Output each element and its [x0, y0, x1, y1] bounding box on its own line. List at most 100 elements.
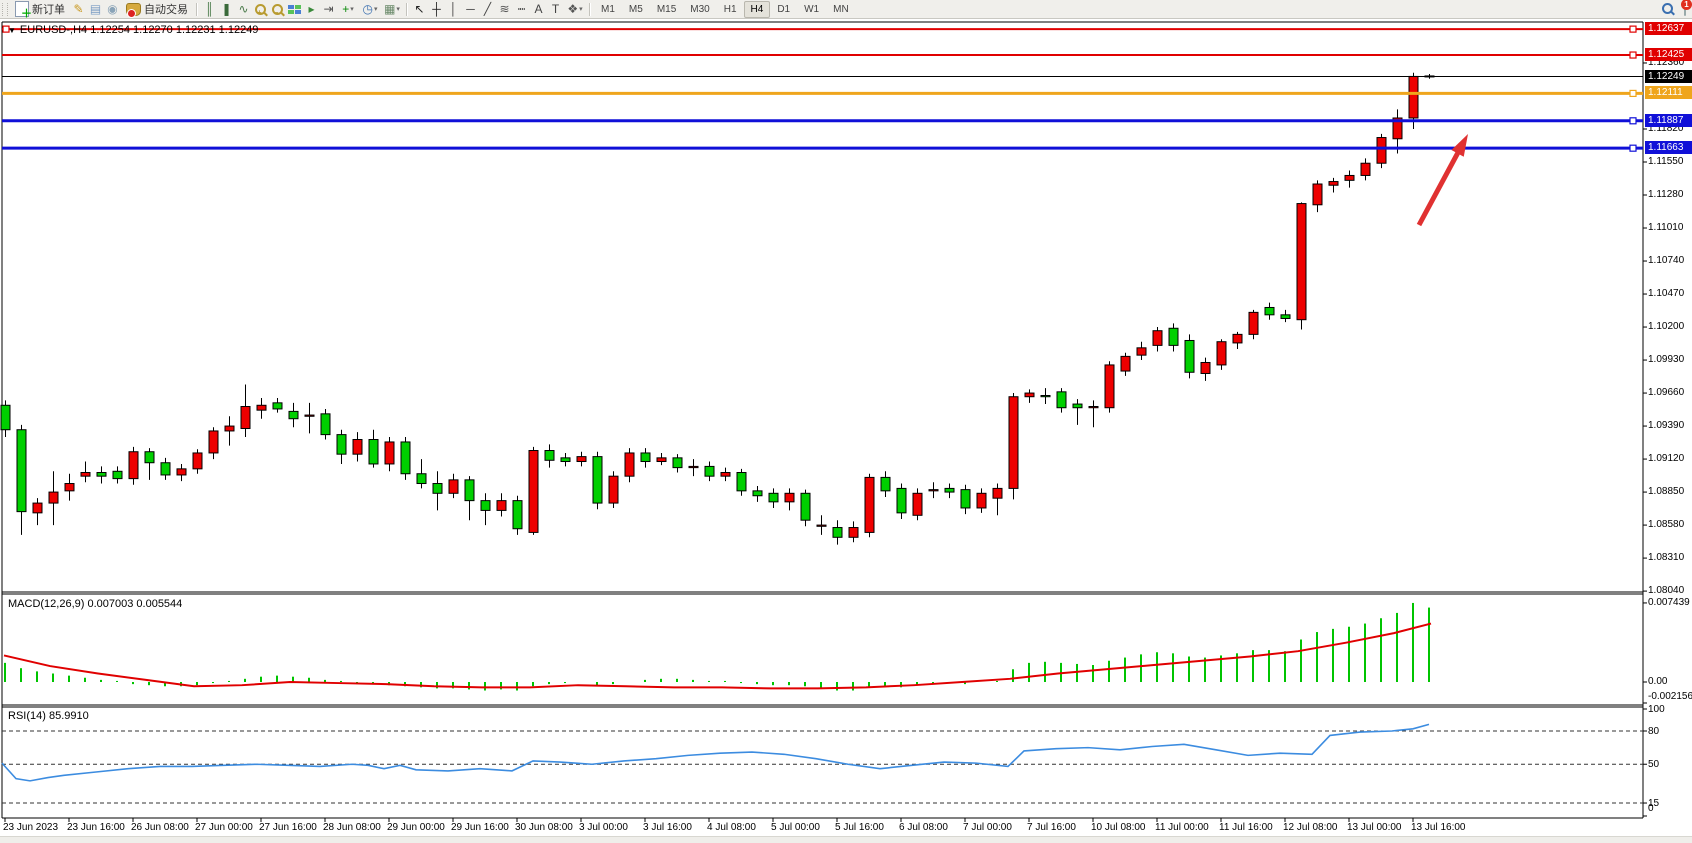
tile-windows-icon[interactable]: [286, 2, 303, 17]
periods-icon[interactable]: ◷ ▾: [362, 1, 378, 16]
candle-body: [752, 490, 763, 497]
zoom-out-icon[interactable]: –: [269, 2, 286, 17]
chart-canvas: [0, 21, 1647, 822]
timeframe-button-mn[interactable]: MN: [833, 3, 849, 15]
price-tick-label: 1.09390: [1648, 420, 1685, 432]
timeframe-toolbar: M1 M5 M15 M30 H1 H4 D1 W1 MN: [594, 0, 856, 18]
indicators-icon[interactable]: + ▾: [342, 1, 354, 16]
market-watch-icon[interactable]: ▤: [89, 1, 102, 16]
candle-body: [1280, 314, 1291, 319]
candle-body: [1408, 75, 1419, 119]
timeframe-button-h1[interactable]: H1: [723, 3, 737, 15]
periods-icon-caret[interactable]: ▾: [373, 5, 378, 13]
new-order-button[interactable]: ＋ 新订单: [10, 1, 70, 20]
zoom-in-icon[interactable]: +: [252, 2, 269, 17]
orange-line-marker[interactable]: [1629, 89, 1637, 98]
date-label: 28 Jun 08:00: [323, 822, 381, 833]
toolbar-separator: [589, 2, 591, 16]
candle-body: [1072, 403, 1083, 409]
chat-icon[interactable]: 1: [1681, 0, 1692, 16]
chart-shift-icon[interactable]: ⇥: [323, 1, 334, 16]
text-icon[interactable]: A: [534, 1, 543, 16]
candle-body: [352, 439, 363, 455]
candle-body: [1200, 361, 1211, 374]
arrows-icon[interactable]: ❖ ▾: [567, 1, 583, 16]
date-label: 27 Jun 00:00: [195, 822, 253, 833]
candle-body: [1104, 364, 1115, 409]
timeframe-button-m5[interactable]: M5: [628, 3, 643, 15]
resistance-line-1-marker[interactable]: [1629, 25, 1637, 33]
auto-scroll-icon[interactable]: ▸: [308, 1, 315, 16]
candle-body: [1264, 306, 1275, 316]
support-line-2-marker[interactable]: [1629, 144, 1637, 152]
arrow-shaft[interactable]: [1416, 146, 1463, 227]
rsi-indicator-label: RSI(14) 85.9910: [8, 710, 89, 722]
fibonacci-icon[interactable]: ≋: [499, 1, 510, 16]
candle-body: [976, 492, 987, 509]
timeframe-button-m30[interactable]: M30: [690, 3, 710, 15]
arrow-head[interactable]: [1451, 134, 1468, 157]
templates-icon-caret[interactable]: ▾: [396, 5, 400, 13]
date-label: 26 Jun 08:00: [131, 822, 189, 833]
candle-body: [800, 492, 811, 521]
candle-body: [784, 492, 795, 503]
resistance-line-2-marker[interactable]: [1629, 51, 1637, 59]
trend-arrow[interactable]: [1416, 134, 1468, 227]
candle-body: [544, 450, 555, 461]
price-tick-label: 1.10200: [1648, 321, 1685, 333]
auto-trading-button[interactable]: 自动交易: [121, 1, 193, 18]
date-label: 7 Jul 16:00: [1027, 822, 1076, 833]
chart-area[interactable]: ▼ EURUSD-,H4 1.12254 1.12270 1.12231 1.12…: [0, 18, 1692, 843]
support-line-1-price-badge: 1.11887: [1645, 113, 1692, 127]
candle-body: [896, 487, 907, 514]
candle-body: [1120, 355, 1131, 372]
horizontal-line-icon[interactable]: ─: [466, 1, 475, 16]
support-line-1-marker[interactable]: [1629, 117, 1637, 125]
quote-direction-icon: ▼: [8, 26, 16, 35]
candle-body: [224, 425, 235, 432]
candle-body: [64, 483, 75, 492]
trendline-icon[interactable]: ╱: [483, 1, 492, 16]
price-tick-label: 1.08310: [1648, 552, 1685, 564]
arrows-icon-caret[interactable]: ▾: [579, 5, 583, 13]
rsi-tick-label: 0: [1648, 803, 1654, 814]
date-label: 3 Jul 16:00: [643, 822, 692, 833]
candle-body: [1024, 392, 1035, 398]
candle-body: [1136, 347, 1147, 356]
candle-body: [1344, 174, 1355, 181]
indicators-icon-caret[interactable]: ▾: [350, 5, 354, 13]
timeframe-button-w1[interactable]: W1: [804, 3, 820, 15]
channel-icon[interactable]: ┉: [517, 1, 526, 16]
candle-body: [272, 402, 283, 410]
price-tick-label: 1.11820: [1648, 122, 1684, 134]
macd-indicator-label: MACD(12,26,9) 0.007003 0.005544: [8, 598, 183, 610]
timeframe-button-h4[interactable]: H4: [743, 0, 771, 18]
styles-brush-icon[interactable]: ✎: [73, 1, 84, 16]
search-icon[interactable]: [1659, 1, 1676, 16]
price-tick-label: 1.08040: [1648, 585, 1685, 597]
resistance-line-1-marker[interactable]: [2, 25, 10, 33]
candle-body: [768, 492, 779, 503]
candle-body: [1184, 339, 1195, 373]
candle-body: [1296, 203, 1307, 321]
templates-icon[interactable]: ▦ ▾: [384, 1, 400, 16]
crosshair-icon[interactable]: ┼: [432, 1, 441, 16]
toolbar-grip[interactable]: [2, 2, 8, 16]
date-label: 30 Jun 08:00: [515, 822, 573, 833]
date-label: 13 Jul 00:00: [1347, 822, 1402, 833]
vertical-line-icon[interactable]: │: [449, 1, 458, 16]
signals-icon[interactable]: ◉: [107, 1, 118, 16]
candle-body: [592, 456, 603, 504]
cursor-icon[interactable]: ↖: [414, 1, 425, 16]
timeframe-button-m1[interactable]: M1: [601, 3, 615, 15]
candle-body: [432, 483, 443, 494]
text-label-icon[interactable]: T: [551, 1, 560, 16]
bar-chart-icon[interactable]: ║: [205, 1, 214, 16]
line-chart-icon[interactable]: ∿: [238, 1, 249, 16]
timeframe-button-m15[interactable]: M15: [656, 3, 677, 15]
date-label: 12 Jul 08:00: [1283, 822, 1338, 833]
candle-body: [848, 527, 859, 538]
timeframe-button-d1[interactable]: D1: [777, 3, 791, 15]
candlestick-chart-icon[interactable]: ❚: [221, 1, 232, 16]
